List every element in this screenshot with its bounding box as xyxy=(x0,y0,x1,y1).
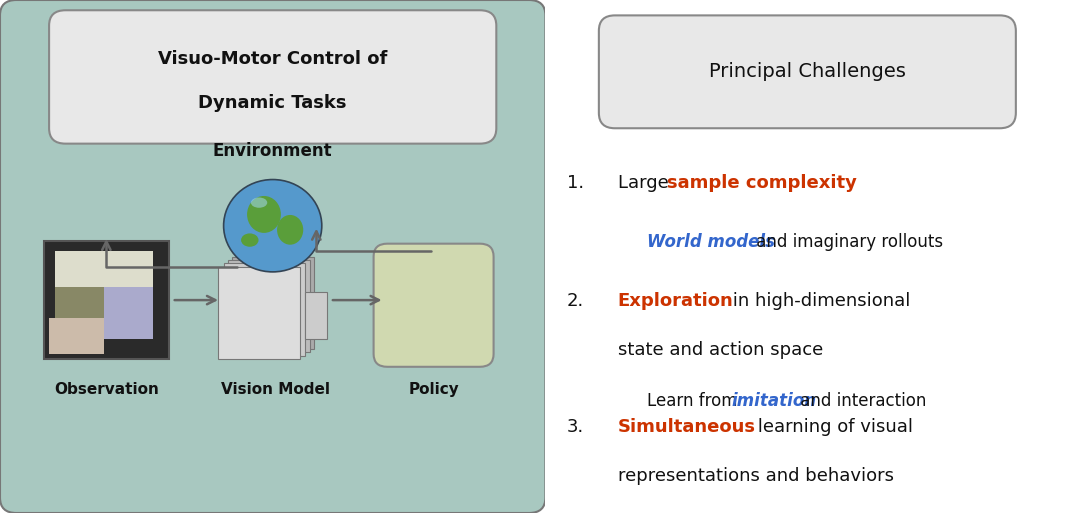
Text: state and action space: state and action space xyxy=(618,341,823,359)
Text: Simultaneous: Simultaneous xyxy=(618,418,756,436)
Text: and imaginary rollouts: and imaginary rollouts xyxy=(752,233,943,251)
Text: Principal Challenges: Principal Challenges xyxy=(708,62,906,82)
Ellipse shape xyxy=(278,215,303,245)
Ellipse shape xyxy=(247,196,281,233)
FancyBboxPatch shape xyxy=(49,318,104,354)
Text: Large: Large xyxy=(618,174,674,192)
FancyBboxPatch shape xyxy=(43,241,170,359)
FancyBboxPatch shape xyxy=(232,256,313,349)
FancyBboxPatch shape xyxy=(0,0,545,513)
FancyBboxPatch shape xyxy=(374,244,494,367)
Text: 3.: 3. xyxy=(567,418,584,436)
Text: 1.: 1. xyxy=(567,174,584,192)
Text: and interaction: and interaction xyxy=(795,392,926,410)
Ellipse shape xyxy=(241,233,258,247)
Text: World models: World models xyxy=(647,233,775,251)
Text: sample complexity: sample complexity xyxy=(666,174,856,192)
FancyBboxPatch shape xyxy=(306,292,327,339)
Text: 2.: 2. xyxy=(567,292,584,310)
Text: Policy: Policy xyxy=(408,382,459,397)
Circle shape xyxy=(224,180,322,272)
Text: Observation: Observation xyxy=(54,382,159,397)
Text: Visuo-Motor Control of: Visuo-Motor Control of xyxy=(158,50,388,68)
Text: Dynamic Tasks: Dynamic Tasks xyxy=(199,93,347,112)
FancyBboxPatch shape xyxy=(104,287,152,339)
Text: imitation: imitation xyxy=(731,392,816,410)
Text: Learn from: Learn from xyxy=(647,392,743,410)
Text: in high-dimensional: in high-dimensional xyxy=(727,292,910,310)
Text: Environment: Environment xyxy=(213,142,333,161)
FancyBboxPatch shape xyxy=(218,267,300,359)
FancyBboxPatch shape xyxy=(54,287,109,318)
FancyBboxPatch shape xyxy=(54,251,152,287)
Text: representations and behaviors: representations and behaviors xyxy=(618,467,893,485)
FancyBboxPatch shape xyxy=(49,10,497,144)
FancyBboxPatch shape xyxy=(598,15,1016,128)
Text: Vision Model: Vision Model xyxy=(221,382,329,397)
FancyBboxPatch shape xyxy=(228,260,310,352)
FancyBboxPatch shape xyxy=(224,263,306,356)
Text: Exploration: Exploration xyxy=(618,292,733,310)
Ellipse shape xyxy=(251,198,267,208)
Text: learning of visual: learning of visual xyxy=(753,418,914,436)
